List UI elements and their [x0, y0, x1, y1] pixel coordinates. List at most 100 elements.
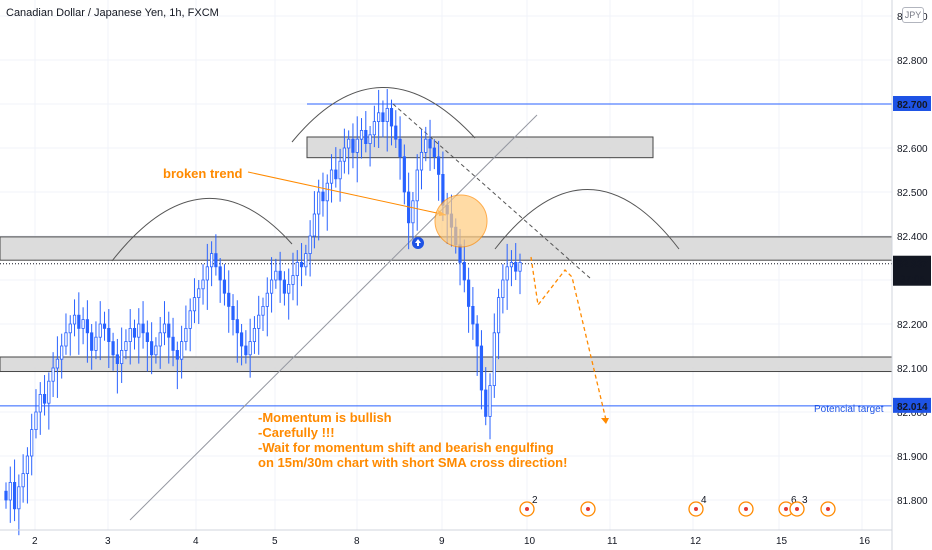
potencial-target-label: Potencial target: [814, 404, 884, 415]
candle: [227, 292, 231, 307]
price-label-top: 82.700: [897, 100, 928, 111]
candle: [4, 490, 8, 501]
candle: [377, 112, 381, 123]
candle: [137, 323, 141, 338]
y-tick-label: 82.600: [897, 144, 928, 155]
x-tick-label: 5: [272, 536, 278, 547]
candle: [128, 327, 132, 342]
candle: [248, 341, 252, 356]
y-tick-label: 82.100: [897, 364, 928, 375]
candle: [291, 275, 295, 285]
candle: [411, 200, 415, 224]
candle: [398, 138, 402, 158]
event-dot: [694, 507, 698, 511]
candle: [385, 108, 389, 123]
x-tick-label: 9: [439, 536, 445, 547]
trade-note: -Momentum is bullish -Carefully !!! -Wai…: [258, 410, 567, 470]
candle: [287, 283, 291, 294]
candle: [111, 341, 115, 356]
candle: [214, 253, 218, 268]
candle: [355, 138, 359, 153]
candle: [261, 305, 265, 316]
candle: [321, 191, 325, 202]
broken-trendline: [129, 114, 538, 521]
candle: [269, 279, 274, 294]
candle: [278, 270, 282, 281]
x-tick-label: 8: [354, 536, 360, 547]
candle: [351, 138, 355, 153]
candle: [338, 160, 342, 180]
candle: [488, 385, 492, 417]
candle: [94, 336, 98, 351]
candle: [167, 323, 171, 338]
candle: [51, 367, 55, 382]
note-line: on 15m/30m chart with short SMA cross di…: [258, 455, 568, 470]
note-line: -Wait for momentum shift and bearish eng…: [258, 440, 554, 455]
candle: [231, 305, 235, 320]
candle: [325, 182, 329, 202]
right-shoulder-arc: [494, 189, 680, 250]
candle: [299, 261, 304, 268]
candle: [132, 327, 137, 338]
candle: [175, 349, 179, 360]
candle: [60, 345, 64, 360]
candle: [64, 332, 68, 347]
candle: [154, 345, 158, 356]
y-tick-label: 82.400: [897, 232, 928, 243]
y-tick-label: 82.200: [897, 320, 928, 331]
candle: [115, 354, 119, 364]
candle: [415, 169, 419, 202]
candle: [8, 481, 12, 501]
candle: [42, 393, 47, 404]
candle: [222, 279, 227, 294]
candle: [12, 481, 17, 510]
candle: [334, 169, 338, 180]
x-tick-label: 11: [607, 536, 618, 547]
candle: [55, 358, 60, 369]
y-tick-label: 81.900: [897, 452, 928, 463]
x-tick-label: 12: [690, 536, 702, 547]
candle: [492, 332, 496, 386]
candle: [72, 314, 77, 325]
candle: [38, 393, 42, 413]
event-count: 4: [701, 495, 707, 506]
x-tick-label: 10: [524, 536, 536, 547]
support-resistance-zone: [306, 136, 654, 159]
price-label-current: 82.337: [897, 260, 928, 271]
candle: [514, 261, 518, 272]
candle: [107, 327, 111, 342]
candle: [98, 323, 102, 338]
candle: [368, 134, 372, 145]
candle: [402, 156, 406, 193]
candle: [518, 261, 522, 272]
candle: [192, 297, 197, 312]
current-price-bg: [893, 255, 931, 286]
candle: [381, 112, 385, 123]
candle: [317, 191, 321, 215]
candle: [239, 332, 244, 347]
candle: [180, 341, 184, 360]
event-count: 3: [802, 495, 808, 506]
up-arrow-icon: [415, 239, 421, 246]
candle: [282, 279, 287, 294]
candle: [30, 429, 34, 457]
event-dot: [525, 507, 529, 511]
price-label-target: 82.014: [897, 402, 928, 413]
candle: [509, 261, 514, 268]
left-shoulder-arc: [111, 198, 293, 262]
price-label-target-bg: [893, 397, 931, 413]
candle: [34, 411, 38, 431]
currency-badge[interactable]: JPY: [902, 7, 924, 23]
note-line: -Momentum is bullish: [258, 410, 392, 425]
candle: [252, 327, 257, 342]
candle: [501, 279, 505, 299]
candle: [158, 332, 162, 347]
projection-arrowhead: [601, 418, 609, 424]
candle: [205, 266, 209, 281]
candle: [124, 341, 128, 351]
event-count: 6: [791, 495, 797, 506]
candle: [235, 319, 239, 334]
candle: [85, 319, 89, 334]
projection-path: [530, 256, 607, 421]
